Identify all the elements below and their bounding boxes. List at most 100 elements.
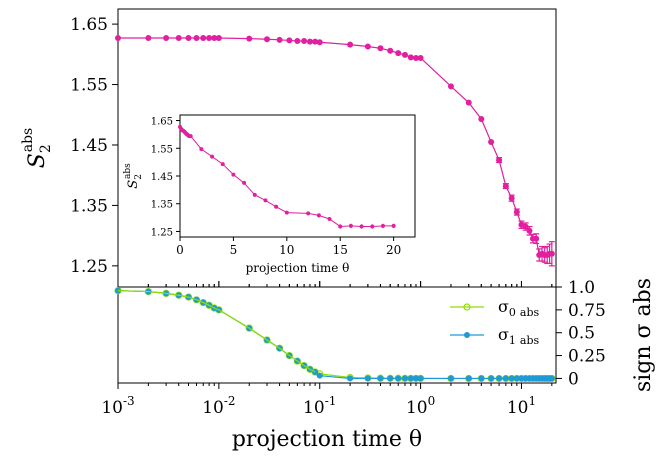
main-y-tick-label: 1.65 — [70, 15, 108, 35]
inset-x-axis-label: projection time θ — [246, 261, 350, 275]
sign-point — [401, 375, 408, 382]
sign-point — [502, 375, 509, 382]
sign-point — [316, 372, 323, 379]
inset-point — [252, 192, 257, 197]
sign-y-tick-label: 1.0 — [568, 278, 595, 298]
sign-point — [407, 375, 414, 382]
inset-point — [338, 224, 343, 229]
main-y-axis: 1.25 1.35 1.45 1.55 1.65 — [70, 15, 118, 277]
inset-x-tick-label: 5 — [230, 243, 238, 257]
sign-point — [447, 375, 454, 382]
main-point — [522, 223, 529, 230]
sign-point — [387, 375, 394, 382]
main-point — [185, 35, 192, 42]
main-point — [364, 43, 371, 50]
sign-y-tick-label: 0.25 — [568, 347, 606, 367]
main-point — [401, 51, 408, 58]
main-point — [206, 35, 213, 42]
sign-point — [478, 375, 485, 382]
main-y-tick-label: 1.35 — [70, 196, 108, 216]
sign-y-axis: 00.25 0.5 0.75 1.0 — [556, 278, 606, 389]
x-axis: 10-3 10-2 10-1 100 101 — [101, 281, 553, 418]
sign-series-1 — [115, 287, 555, 382]
main-point — [465, 99, 472, 106]
sign-point — [395, 375, 402, 382]
main-point — [526, 227, 533, 234]
sign-series-line — [117, 290, 552, 380]
main-point — [175, 35, 182, 42]
inset-point — [274, 204, 279, 209]
main-point — [246, 35, 253, 42]
main-point — [407, 54, 414, 61]
main-point — [478, 115, 485, 122]
sign-point — [412, 375, 419, 382]
main-point — [276, 36, 283, 43]
inset-y-tick-label: 1.55 — [151, 144, 173, 155]
x-tick-label: 10-2 — [202, 394, 235, 418]
legend-marker — [463, 303, 471, 311]
main-point — [215, 35, 222, 42]
x-tick-label: 101 — [507, 394, 536, 418]
main-y-tick-label: 1.55 — [70, 76, 108, 96]
inset-y-axis-label: S2abs — [123, 163, 144, 189]
sign-point — [347, 375, 354, 382]
inset-x-tick-label: 20 — [386, 243, 401, 257]
sign-point — [513, 375, 520, 382]
main-point — [347, 41, 354, 48]
main-point — [286, 37, 293, 44]
sign-plot-frame — [117, 286, 557, 384]
main-point — [263, 36, 270, 43]
legend: σ0 abs σ1 abs — [450, 297, 540, 347]
sign-point — [465, 375, 472, 382]
sign-point — [548, 375, 555, 382]
inset-y-tick-label: 1.25 — [151, 227, 173, 238]
legend-label: σ0 abs — [498, 297, 540, 319]
inset-frame — [179, 114, 416, 238]
main-point — [312, 38, 319, 45]
x-tick-label: 10-1 — [303, 394, 336, 418]
inset-plot: 0 5 10 15 20 1.25 1.35 1.45 1.55 1.65 projection t… — [123, 114, 416, 275]
sign-point — [364, 375, 371, 382]
sign-point — [417, 375, 424, 382]
sign-y-tick-label: 0.75 — [568, 301, 606, 321]
x-tick-label: 10-3 — [101, 394, 134, 418]
main-point — [533, 235, 540, 242]
inset-point — [242, 180, 247, 185]
main-y-axis-label: S2abs — [20, 128, 54, 169]
main-point — [417, 54, 424, 61]
inset-y-tick-label: 1.65 — [151, 117, 173, 128]
inset-point — [220, 162, 225, 167]
inset-point — [391, 223, 396, 228]
main-point — [316, 39, 323, 46]
main-point — [488, 138, 495, 145]
main-point — [387, 47, 394, 54]
inset-y-tick-label: 1.35 — [151, 200, 173, 211]
sign-series-0 — [114, 287, 556, 383]
main-point — [548, 250, 555, 257]
main-point — [496, 157, 503, 164]
main-point — [294, 38, 301, 45]
inset-point — [359, 224, 364, 229]
main-y-tick-label: 1.45 — [70, 136, 108, 156]
main-point — [163, 35, 170, 42]
main-point — [306, 38, 313, 45]
inset-point — [348, 223, 353, 228]
main-point — [200, 35, 207, 42]
main-point — [115, 35, 121, 42]
sign-point — [115, 287, 121, 294]
inset-x-tick-label: 15 — [333, 243, 348, 257]
inset-point — [316, 213, 321, 218]
inset-point — [370, 224, 375, 229]
legend-label: σ1 abs — [498, 325, 540, 347]
sign-series-line — [117, 290, 552, 380]
inset-point — [199, 147, 204, 152]
inset-point — [263, 198, 268, 203]
main-point — [301, 38, 308, 45]
sign-point — [508, 375, 515, 382]
inset-point — [210, 154, 215, 159]
main-point — [395, 50, 402, 57]
sign-series-overlay-line — [117, 290, 316, 373]
inset-point — [284, 210, 289, 215]
inset-point — [231, 172, 236, 177]
